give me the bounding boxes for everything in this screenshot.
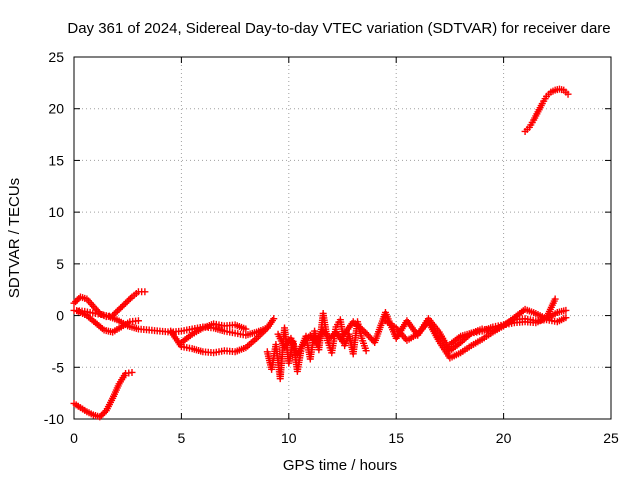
interp-point	[99, 410, 107, 418]
data-point	[115, 305, 123, 313]
interp-point	[112, 308, 120, 316]
interp-point	[75, 295, 83, 303]
interp-point	[72, 298, 80, 306]
x-tick-label: 15	[388, 430, 404, 446]
data-point	[141, 288, 149, 296]
interp-point	[117, 304, 125, 312]
interp-point	[126, 295, 134, 303]
series-arc-5	[167, 315, 278, 357]
y-tick-label: 5	[56, 256, 64, 272]
interp-point	[123, 298, 131, 306]
x-tick-label: 5	[178, 430, 186, 446]
x-axis-label: GPS time / hours	[283, 457, 397, 474]
interp-point	[363, 330, 371, 338]
data-point	[562, 314, 570, 322]
interp-point	[97, 411, 105, 419]
series-arc-3	[74, 307, 142, 336]
interp-point	[368, 335, 376, 343]
interp-point	[327, 333, 335, 341]
data-point	[70, 299, 78, 307]
data-point	[122, 299, 130, 307]
y-axis-label: SDTVAR / TECUs	[6, 178, 23, 298]
y-tick-label: 20	[48, 101, 64, 117]
y-tick-label: 10	[48, 204, 64, 220]
x-tick-label: 0	[70, 430, 78, 446]
data-point	[270, 315, 278, 323]
interp-point	[113, 307, 121, 315]
y-tick-label: -5	[52, 359, 65, 375]
interp-point	[362, 329, 370, 337]
data-point	[562, 306, 570, 314]
series-arc-6	[177, 320, 250, 346]
y-tick-label: -10	[44, 411, 64, 427]
y-tick-label: 0	[56, 308, 64, 324]
series-arc-12	[521, 85, 572, 135]
chart-title: Day 361 of 2024, Sidereal Day-to-day VTE…	[67, 20, 610, 37]
interp-point	[101, 408, 109, 416]
plot-frame	[73, 56, 612, 420]
data-point	[326, 334, 334, 342]
interp-point	[366, 334, 374, 342]
data-point	[362, 347, 370, 355]
interp-point	[365, 332, 373, 340]
interp-point	[120, 301, 128, 309]
data-point	[360, 327, 368, 335]
data-point	[551, 295, 559, 303]
x-tick-label: 25	[603, 430, 619, 446]
data-point	[564, 90, 572, 98]
data-point	[96, 413, 104, 421]
data-point	[128, 368, 136, 376]
data-point	[242, 325, 250, 333]
x-tick-label: 10	[281, 430, 297, 446]
series-arc-4	[70, 368, 136, 421]
y-tick-label: 15	[48, 152, 64, 168]
data-point	[134, 317, 142, 325]
interp-point	[73, 296, 81, 304]
series-arc-11	[446, 295, 559, 349]
x-tick-label: 20	[496, 430, 512, 446]
interp-point	[125, 296, 133, 304]
interp-point	[118, 302, 126, 310]
series-arc-8	[274, 326, 346, 359]
y-tick-label: 25	[48, 49, 64, 65]
